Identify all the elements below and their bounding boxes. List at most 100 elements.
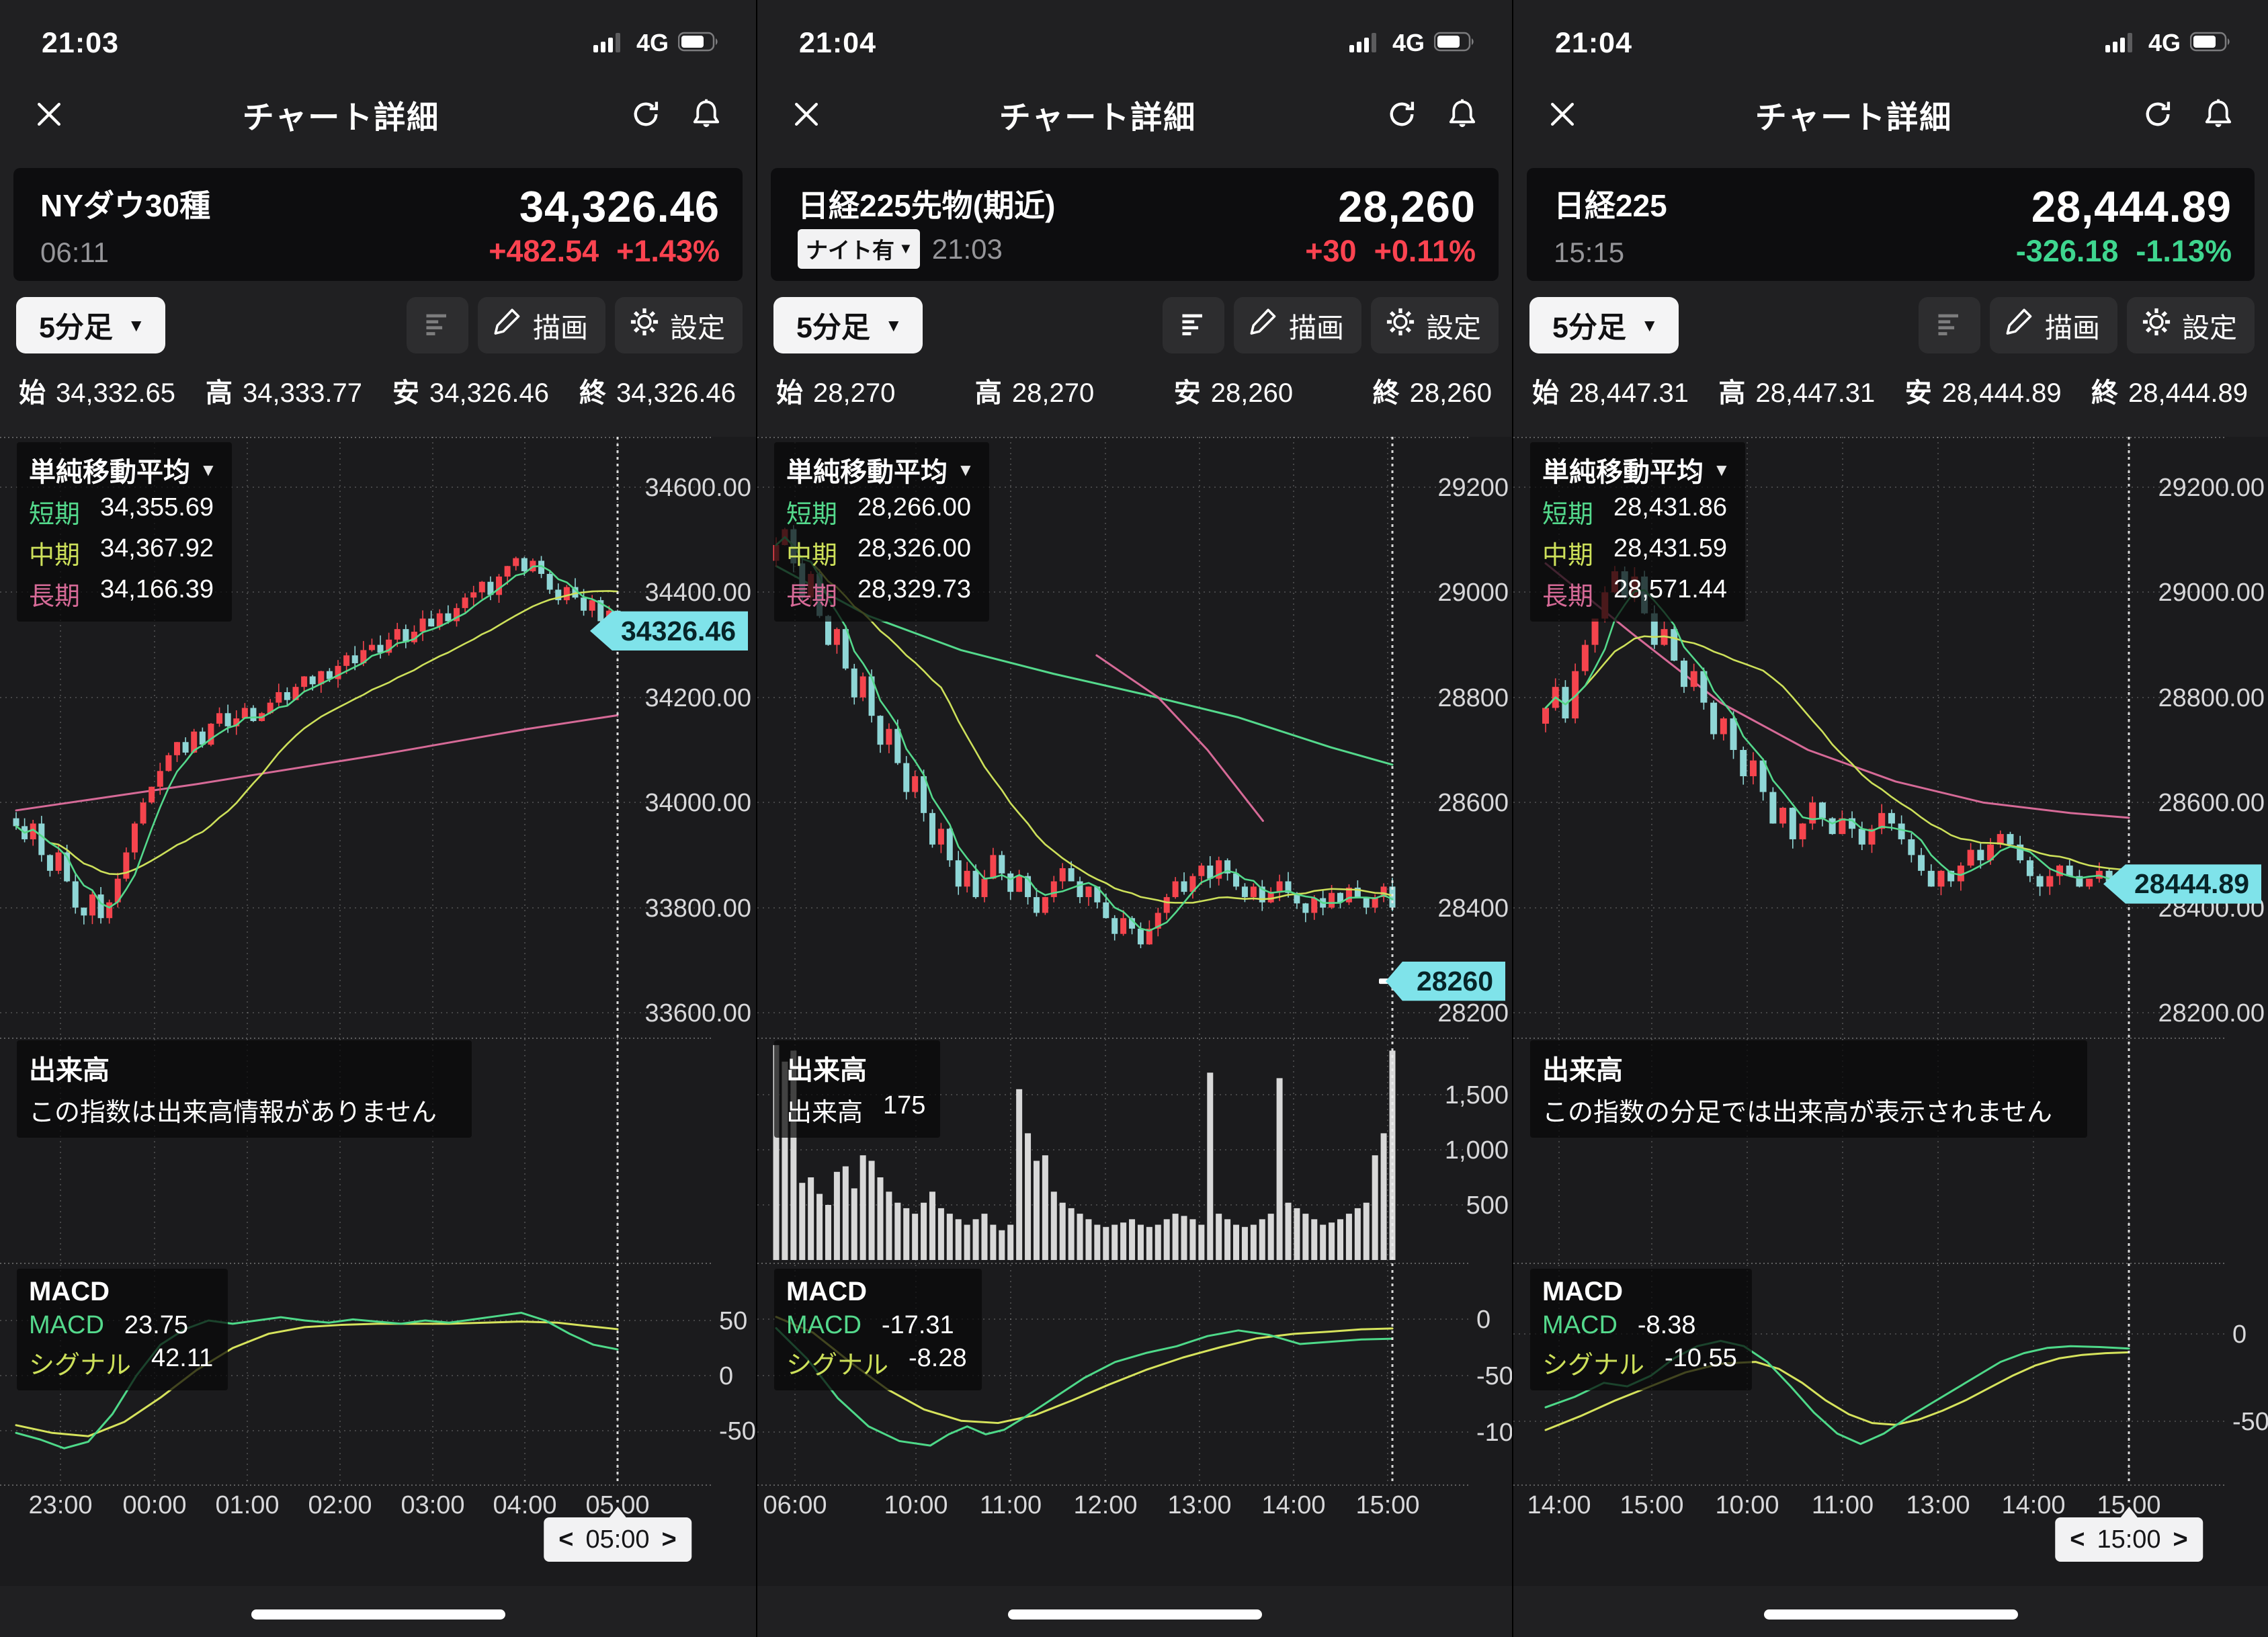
page-title: チャート詳細 — [999, 99, 1197, 135]
close-icon[interactable] — [1539, 91, 1586, 138]
macd-axis-label: -50 — [719, 1417, 756, 1445]
time-axis-label: 23:00 — [28, 1491, 92, 1519]
ma-legend-title[interactable]: 単純移動平均 ▼ — [786, 458, 974, 487]
network-type: 4G — [2148, 29, 2181, 56]
price-change: +30 +0.11% — [1305, 234, 1476, 269]
interval-select[interactable]: 5分足 ▼ — [773, 297, 923, 353]
scroll-time-button[interactable]: < 15:00 > — [2055, 1517, 2203, 1562]
macd-legend: MACD MACD -17.31 シグナル -8.28 — [774, 1269, 982, 1390]
phone-panel-0: 21:03 4G チャート詳細 — [0, 0, 756, 1637]
settings-button[interactable]: 設定 — [615, 297, 743, 353]
chart-area: 29200.00 29000.00 28800.00 28600.00 28400.00… — [1513, 437, 2268, 1586]
last-price: 28,444.89 — [2031, 182, 2232, 231]
bell-icon[interactable] — [2194, 90, 2242, 138]
gear-icon — [2139, 304, 2174, 346]
session-badge[interactable]: ナイト有 ▼ — [798, 229, 920, 269]
home-indicator[interactable] — [251, 1609, 505, 1620]
time-axis-label: 14:00 — [1261, 1491, 1325, 1519]
interval-select[interactable]: 5分足 ▼ — [1529, 297, 1679, 353]
bell-icon[interactable] — [1438, 90, 1486, 138]
time-axis-label: 14:00 — [2001, 1491, 2065, 1519]
nav-bar: チャート詳細 — [757, 77, 1512, 152]
refresh-icon[interactable] — [1378, 90, 1426, 138]
time-axis-label: 13:00 — [1906, 1491, 1970, 1519]
refresh-icon[interactable] — [622, 90, 670, 138]
time-axis-label: 02:00 — [308, 1491, 372, 1519]
order-book-button[interactable] — [1919, 297, 1980, 353]
time-axis-label: 15:00 — [1355, 1491, 1419, 1519]
quote-time: 21:03 — [931, 233, 1003, 265]
network-type: 4G — [636, 29, 669, 56]
time-axis-label: 15:00 — [1620, 1491, 1683, 1519]
time-axis-label: 14:00 — [1527, 1491, 1591, 1519]
status-bar: 21:03 4G — [0, 0, 756, 77]
page-title: チャート詳細 — [242, 99, 440, 135]
low-value: 28,444.89 — [1941, 378, 2062, 408]
macd-axis-label: 50 — [719, 1307, 747, 1335]
open-value: 34,332.65 — [56, 378, 175, 408]
macd-axis-label: 0 — [719, 1362, 733, 1390]
nav-bar: チャート詳細 — [1513, 77, 2268, 152]
ma-legend: 単純移動平均 ▼ 短期 34,355.69 中期 34,367.92 長期 34,166… — [17, 442, 232, 622]
macd-axis-label: 0 — [1476, 1306, 1490, 1334]
y-axis-label: 28600 — [1437, 789, 1509, 817]
open-value: 28,270 — [813, 378, 896, 408]
pencil-icon — [490, 304, 525, 346]
time-axis-label: 10:00 — [884, 1491, 948, 1519]
next-arrow: > — [2173, 1525, 2188, 1554]
draw-button[interactable]: 描画 — [1234, 297, 1361, 353]
chart-area: 29200 29000 28800 28600 28400 28200 1,500 1,000… — [757, 437, 1512, 1586]
time-axis-label: 03:00 — [401, 1491, 464, 1519]
time-axis-label: 01:00 — [215, 1491, 279, 1519]
change-percent: +0.11% — [1374, 234, 1476, 268]
y-axis-label: 29200.00 — [2158, 474, 2265, 502]
close-value: 34,326.46 — [616, 378, 736, 408]
change-value: +30 — [1305, 234, 1357, 268]
refresh-icon[interactable] — [2134, 90, 2182, 138]
settings-button[interactable]: 設定 — [2127, 297, 2255, 353]
change-value: -326.18 — [2015, 234, 2119, 268]
ohlc-row: 始 28,270 高 28,270 安 28,260 終 28,260 — [776, 378, 1492, 408]
draw-button[interactable]: 描画 — [1990, 297, 2117, 353]
high-value: 28,447.31 — [1755, 378, 1876, 408]
y-axis-label: 28800.00 — [2158, 684, 2265, 712]
y-axis-label: 29000 — [1437, 579, 1509, 607]
volume-legend: 出来高 この指数の分足では出来高が表示されません — [1530, 1040, 2087, 1138]
interval-select[interactable]: 5分足 ▼ — [16, 297, 165, 353]
chevron-down-icon: ▼ — [1713, 459, 1730, 480]
quote-card: 日経225先物(期近) ナイト有 ▼ 21:03 28,260 +30 +0.11… — [771, 168, 1499, 281]
order-book-button[interactable] — [1163, 297, 1224, 353]
high-value: 28,270 — [1011, 378, 1095, 408]
pencil-icon — [2002, 304, 2037, 346]
time-axis-label: 12:00 — [1073, 1491, 1137, 1519]
page-title: チャート詳細 — [1755, 99, 1953, 135]
signal-strength-icon — [2105, 30, 2139, 56]
current-price-tag: 34326.46 — [589, 611, 748, 651]
battery-icon — [2189, 31, 2233, 56]
volume-legend: 出来高 出来高 175 — [774, 1040, 941, 1138]
quote-time: 06:11 — [40, 237, 109, 268]
volume-axis-label: 1,500 — [1445, 1081, 1509, 1109]
y-axis-label: 33600.00 — [645, 999, 752, 1027]
ma-legend-title[interactable]: 単純移動平均 ▼ — [29, 458, 217, 487]
close-value: 28,444.89 — [2128, 378, 2248, 408]
close-icon[interactable] — [783, 91, 830, 138]
draw-button[interactable]: 描画 — [478, 297, 605, 353]
close-icon[interactable] — [26, 91, 73, 138]
scroll-time-button[interactable]: < 05:00 > — [544, 1517, 691, 1562]
macd-axis-label: -100 — [1476, 1419, 1512, 1447]
instrument-name: 日経225 — [1554, 188, 1667, 223]
change-percent: -1.13% — [2136, 234, 2232, 268]
prev-arrow: < — [558, 1525, 574, 1554]
chevron-down-icon: ▼ — [957, 459, 974, 480]
ma-legend-title[interactable]: 単純移動平均 ▼ — [1542, 458, 1730, 487]
y-axis-label: 34000.00 — [645, 789, 752, 817]
home-indicator[interactable] — [1007, 1609, 1262, 1620]
home-indicator[interactable] — [1763, 1609, 2018, 1620]
order-book-button[interactable] — [407, 297, 468, 353]
signal-strength-icon — [593, 30, 627, 56]
settings-button[interactable]: 設定 — [1371, 297, 1499, 353]
bell-icon[interactable] — [682, 90, 730, 138]
chart-canvas[interactable]: 29200 29000 28800 28600 28400 28200 1,500 1,000… — [757, 437, 1512, 1586]
